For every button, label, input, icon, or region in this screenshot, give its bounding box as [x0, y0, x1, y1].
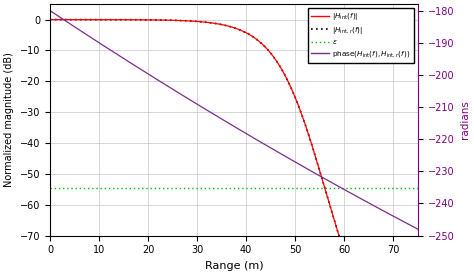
X-axis label: Range (m): Range (m) [205, 261, 263, 271]
Y-axis label: radians: radians [460, 100, 470, 139]
Y-axis label: Normalized magnitude (dB): Normalized magnitude (dB) [4, 53, 14, 187]
Legend: $|H_\mathrm{int}(f)|$, $|H_\mathrm{int,r}(f)|$, $\varepsilon$, phase$(H_\mathrm{: $|H_\mathrm{int}(f)|$, $|H_\mathrm{int,r… [308, 8, 414, 63]
